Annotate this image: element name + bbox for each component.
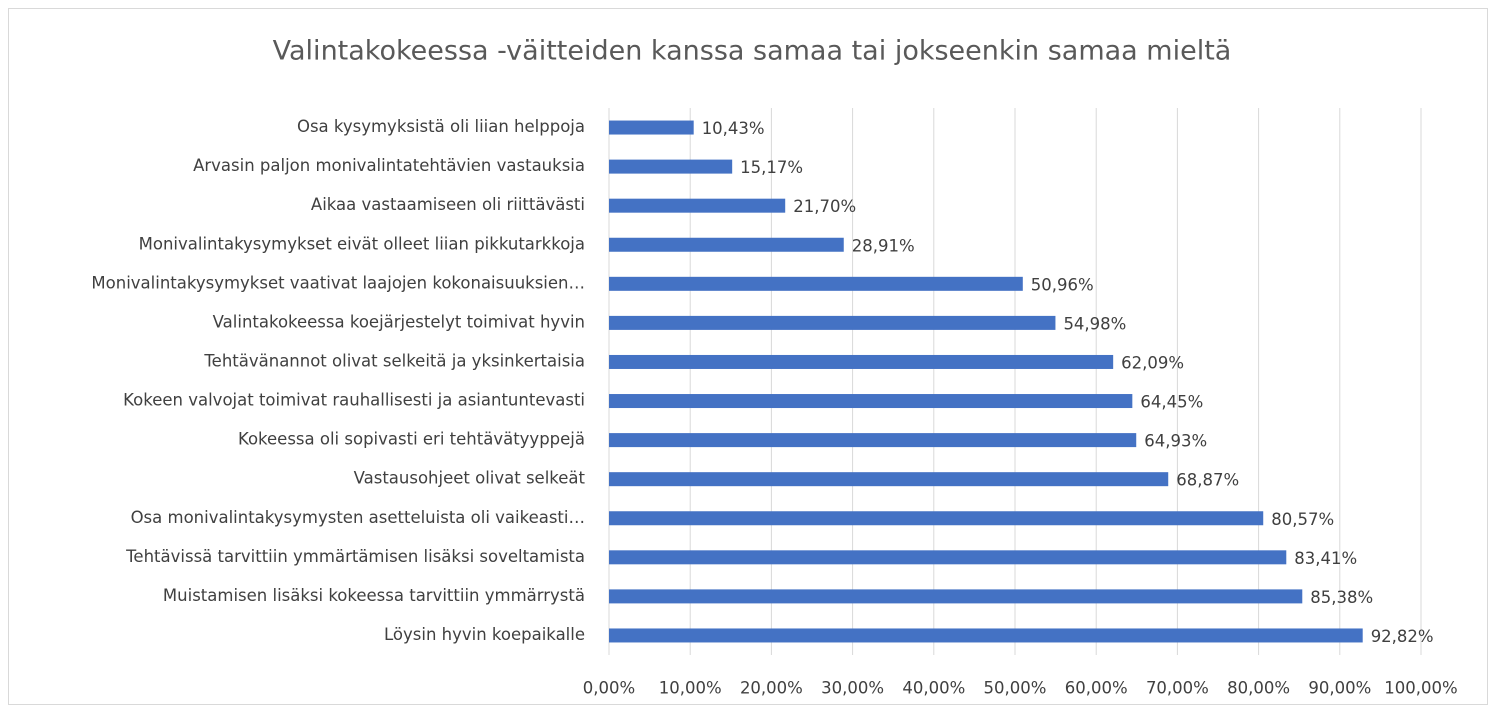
x-tick-label: 30,00% <box>821 679 884 698</box>
x-tick-label: 90,00% <box>1308 679 1371 698</box>
data-label: 64,93% <box>1144 432 1207 451</box>
data-label: 64,45% <box>1140 393 1203 412</box>
x-tick-label: 10,00% <box>659 679 722 698</box>
x-tick-label: 80,00% <box>1227 679 1290 698</box>
y-tick-label: Osa kysymyksistä oli liian helppoja <box>297 117 585 136</box>
y-tick-label: Löysin hyvin koepaikalle <box>384 625 585 644</box>
bar <box>609 550 1287 565</box>
data-label: 62,09% <box>1121 353 1184 372</box>
y-tick-label: Arvasin paljon monivalintatehtävien vast… <box>193 156 585 175</box>
bar <box>609 628 1363 643</box>
bar <box>609 120 694 135</box>
x-tick-label: 40,00% <box>902 679 965 698</box>
data-label: 15,17% <box>740 158 803 177</box>
data-label: 50,96% <box>1031 275 1094 294</box>
bar <box>609 315 1056 330</box>
data-label: 28,91% <box>852 236 915 255</box>
y-tick-label: Valintakokeessa koejärjestelyt toimivat … <box>213 312 585 331</box>
data-label: 80,57% <box>1271 510 1334 529</box>
bar <box>609 159 733 174</box>
y-tick-label: Osa monivalintakysymysten asetteluista o… <box>131 508 585 527</box>
data-label: 85,38% <box>1310 588 1373 607</box>
data-label: 21,70% <box>793 197 856 216</box>
x-tick-label: 100,00% <box>1384 679 1457 698</box>
bar <box>609 354 1114 369</box>
data-label: 83,41% <box>1294 549 1357 568</box>
y-tick-label: Aikaa vastaamiseen oli riittävästi <box>311 195 585 214</box>
x-tick-label: 0,00% <box>583 679 635 698</box>
x-tick-label: 60,00% <box>1065 679 1128 698</box>
chart-title: Valintakokeessa -väitteiden kanssa samaa… <box>273 36 1232 67</box>
y-tick-label: Monivalintakysymykset vaativat laajojen … <box>91 273 585 292</box>
y-tick-label: Vastausohjeet olivat selkeät <box>354 469 586 488</box>
bar <box>609 198 786 213</box>
x-tick-label: 50,00% <box>984 679 1047 698</box>
bar <box>609 276 1023 291</box>
y-tick-label: Tehtävissä tarvittiin ymmärtämisen lisäk… <box>125 547 585 566</box>
data-label: 54,98% <box>1063 314 1126 333</box>
y-tick-label: Kokeen valvojat toimivat rauhallisesti j… <box>123 391 585 410</box>
data-label: 92,82% <box>1371 627 1434 646</box>
bar <box>609 433 1137 448</box>
bar <box>609 394 1133 409</box>
data-label: 10,43% <box>702 119 765 138</box>
y-tick-label: Tehtävänannot olivat selkeitä ja yksinke… <box>203 351 585 370</box>
x-tick-label: 70,00% <box>1146 679 1209 698</box>
y-tick-label: Monivalintakysymykset eivät olleet liian… <box>139 234 585 253</box>
bar <box>609 589 1303 604</box>
x-tick-label: 20,00% <box>740 679 803 698</box>
bar <box>609 472 1169 487</box>
bar <box>609 511 1264 526</box>
bar <box>609 237 844 252</box>
y-tick-label: Muistamisen lisäksi kokeessa tarvittiin … <box>163 586 585 605</box>
y-tick-label: Kokeessa oli sopivasti eri tehtävätyyppe… <box>238 430 585 449</box>
data-label: 68,87% <box>1176 471 1239 490</box>
